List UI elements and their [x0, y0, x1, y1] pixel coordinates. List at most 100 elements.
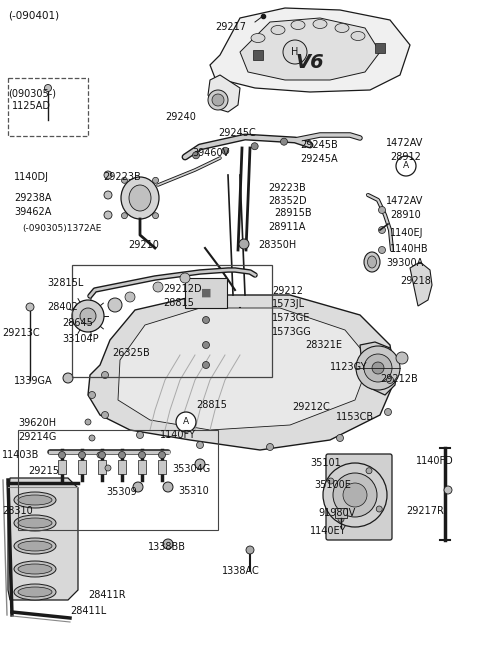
Circle shape: [379, 227, 385, 233]
Circle shape: [133, 482, 143, 492]
Circle shape: [366, 468, 372, 474]
Text: 28915B: 28915B: [274, 208, 312, 218]
Text: 1472AV: 1472AV: [386, 196, 423, 206]
Circle shape: [163, 482, 173, 492]
Ellipse shape: [18, 495, 52, 505]
Text: 29245A: 29245A: [300, 154, 337, 164]
Circle shape: [203, 341, 209, 348]
Text: 1140FD: 1140FD: [416, 456, 454, 466]
Text: V6: V6: [296, 52, 324, 71]
Circle shape: [136, 432, 144, 438]
Text: 28310: 28310: [2, 506, 33, 516]
Circle shape: [195, 459, 205, 469]
Text: 35101: 35101: [310, 458, 341, 468]
Ellipse shape: [364, 252, 380, 272]
Ellipse shape: [14, 584, 56, 600]
Circle shape: [104, 171, 112, 179]
Circle shape: [108, 298, 122, 312]
Text: 11403B: 11403B: [2, 450, 39, 460]
Circle shape: [372, 362, 384, 374]
Circle shape: [45, 84, 51, 92]
Circle shape: [85, 419, 91, 425]
Circle shape: [139, 451, 145, 458]
Text: 29218: 29218: [400, 276, 431, 286]
Text: 35304G: 35304G: [172, 464, 210, 474]
Circle shape: [444, 486, 452, 494]
Circle shape: [386, 377, 394, 383]
Circle shape: [222, 147, 229, 155]
Circle shape: [212, 94, 224, 106]
Ellipse shape: [18, 518, 52, 528]
Circle shape: [203, 316, 209, 324]
Circle shape: [323, 463, 387, 527]
Circle shape: [208, 90, 228, 110]
Text: 29245B: 29245B: [300, 140, 338, 150]
Text: ■: ■: [201, 288, 211, 298]
Text: 91980V: 91980V: [318, 508, 355, 518]
Circle shape: [79, 451, 85, 458]
FancyBboxPatch shape: [185, 278, 227, 308]
Circle shape: [153, 213, 158, 219]
Circle shape: [72, 300, 104, 332]
Text: 29245C: 29245C: [218, 128, 256, 138]
Text: 39620H: 39620H: [18, 418, 56, 428]
Circle shape: [192, 152, 200, 159]
Circle shape: [376, 506, 382, 512]
Circle shape: [338, 516, 344, 522]
Polygon shape: [88, 295, 395, 450]
Circle shape: [98, 451, 106, 458]
Circle shape: [63, 373, 73, 383]
Circle shape: [101, 371, 108, 379]
FancyBboxPatch shape: [375, 43, 385, 53]
Text: A: A: [403, 162, 409, 170]
Circle shape: [251, 143, 258, 150]
Text: 29217: 29217: [215, 22, 246, 32]
Text: A: A: [183, 417, 189, 426]
Text: 1472AV: 1472AV: [386, 138, 423, 148]
Text: 29210: 29210: [128, 240, 159, 250]
Text: 29240: 29240: [165, 112, 196, 122]
Text: 29213C: 29213C: [2, 328, 40, 338]
Ellipse shape: [18, 541, 52, 551]
Circle shape: [158, 451, 166, 458]
Text: 39460V: 39460V: [192, 148, 229, 158]
Polygon shape: [240, 18, 380, 80]
Circle shape: [343, 483, 367, 507]
Text: 28402: 28402: [47, 302, 78, 312]
Circle shape: [379, 206, 385, 214]
Polygon shape: [410, 262, 432, 306]
Circle shape: [328, 478, 334, 484]
Circle shape: [176, 412, 196, 432]
Ellipse shape: [291, 20, 305, 29]
Ellipse shape: [14, 538, 56, 554]
Polygon shape: [360, 342, 398, 395]
FancyBboxPatch shape: [253, 50, 263, 60]
Circle shape: [384, 409, 392, 415]
Circle shape: [283, 40, 307, 64]
Circle shape: [196, 441, 204, 449]
Circle shape: [396, 156, 416, 176]
Ellipse shape: [335, 24, 349, 33]
Text: 29217R: 29217R: [406, 506, 444, 516]
Circle shape: [101, 411, 108, 419]
FancyBboxPatch shape: [78, 460, 86, 474]
Circle shape: [121, 213, 128, 219]
Text: 28411L: 28411L: [70, 606, 106, 616]
Circle shape: [203, 362, 209, 369]
Text: 28910: 28910: [390, 210, 421, 220]
Text: 1140EJ: 1140EJ: [390, 228, 423, 238]
Ellipse shape: [368, 256, 376, 268]
Text: 1140FY: 1140FY: [160, 430, 196, 440]
Text: (-090305)1372AE: (-090305)1372AE: [22, 224, 101, 233]
Bar: [8, 78, 88, 136]
Circle shape: [396, 352, 408, 364]
Text: 28815: 28815: [163, 298, 194, 308]
Text: 28350H: 28350H: [258, 240, 296, 250]
Circle shape: [266, 443, 274, 451]
FancyBboxPatch shape: [118, 460, 126, 474]
Polygon shape: [210, 8, 410, 92]
Bar: [72, 265, 272, 377]
FancyBboxPatch shape: [158, 460, 166, 474]
Circle shape: [119, 451, 125, 458]
Text: 1338AC: 1338AC: [222, 566, 260, 576]
